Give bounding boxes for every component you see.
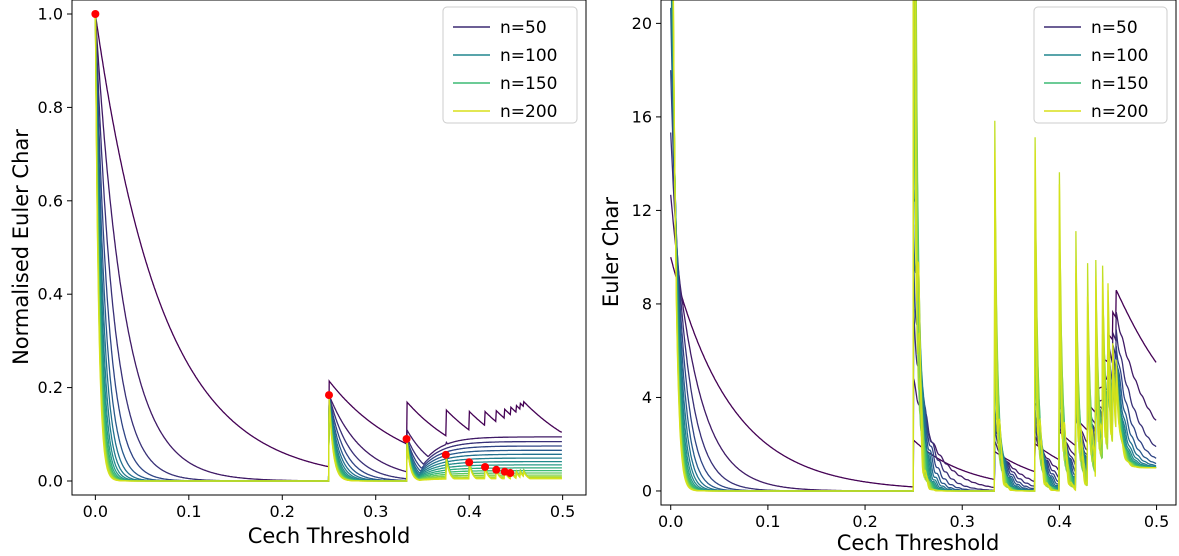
left-y-tick-label: 0.6 <box>38 191 63 210</box>
right-legend-entry: n=200 <box>1091 102 1148 122</box>
left-chart: 0.0 0.1 0.2 0.3 0.4 0.5 0.0 0.2 0.4 0.6 0.8 1.0 Ce… <box>9 0 587 548</box>
right-x-axis-label: Cech Threshold <box>837 531 1000 555</box>
left-red-marker <box>481 462 490 471</box>
left-legend-entry: n=150 <box>500 74 557 94</box>
left-x-tick-label: 0.2 <box>270 502 295 521</box>
right-x-ticks: 0.0 0.1 0.2 0.3 0.4 0.5 <box>658 505 1169 531</box>
left-y-tick-label: 0.4 <box>38 285 63 304</box>
left-x-tick-label: 0.4 <box>456 502 481 521</box>
left-red-marker <box>402 434 411 443</box>
right-series-line <box>672 0 1157 492</box>
left-legend-entry: n=100 <box>500 46 557 66</box>
left-y-tick-label: 0.8 <box>38 98 63 117</box>
right-y-axis-label: Euler Char <box>599 197 623 307</box>
left-x-tick-label: 0.3 <box>363 502 388 521</box>
right-series-group <box>670 0 1157 492</box>
right-x-tick-label: 0.2 <box>852 512 877 531</box>
left-y-tick-label: 0.0 <box>38 471 63 490</box>
left-legend-box <box>442 6 578 124</box>
right-legend-box <box>1033 6 1168 124</box>
left-red-marker <box>465 458 474 467</box>
right-x-tick-label: 0.5 <box>1144 512 1169 531</box>
right-x-tick-label: 0.3 <box>949 512 974 531</box>
left-axes-frame <box>71 0 587 496</box>
left-series-group <box>94 13 562 482</box>
right-y-tick-label: 8 <box>642 294 652 313</box>
right-y-tick-label: 4 <box>642 388 652 407</box>
left-legend-entry: n=200 <box>500 102 557 122</box>
left-legend: n=50 n=100 n=150 n=200 <box>442 6 578 124</box>
right-x-tick-label: 0.4 <box>1047 512 1072 531</box>
left-red-marker <box>492 465 501 474</box>
left-red-marker <box>441 450 450 459</box>
left-y-tick-label: 0.2 <box>38 378 63 397</box>
right-y-tick-label: 16 <box>632 107 652 126</box>
left-legend-entry: n=50 <box>500 18 547 38</box>
left-y-ticks: 0.0 0.2 0.4 0.6 0.8 1.0 <box>38 5 72 490</box>
left-x-tick-label: 0.0 <box>83 502 108 521</box>
left-y-tick-label: 1.0 <box>38 5 63 24</box>
left-red-marker <box>91 10 100 19</box>
right-y-tick-label: 12 <box>632 201 652 220</box>
right-legend-entry: n=100 <box>1091 46 1148 66</box>
right-y-ticks: 0 4 8 12 16 20 <box>632 14 661 500</box>
left-x-ticks: 0.0 0.1 0.2 0.3 0.4 0.5 <box>83 495 575 521</box>
right-axes-frame <box>660 0 1177 506</box>
right-y-tick-label: 0 <box>642 481 652 500</box>
left-markers <box>91 10 515 478</box>
left-x-tick-label: 0.5 <box>550 502 575 521</box>
right-y-tick-label: 20 <box>632 14 652 33</box>
left-x-axis-label: Cech Threshold <box>248 524 411 548</box>
right-legend: n=50 n=100 n=150 n=200 <box>1033 6 1168 124</box>
left-series-line <box>94 13 562 482</box>
right-legend-entry: n=50 <box>1091 18 1138 38</box>
left-x-tick-label: 0.1 <box>176 502 201 521</box>
left-red-marker <box>325 391 333 400</box>
right-x-tick-label: 0.1 <box>755 512 780 531</box>
left-y-axis-label: Normalised Euler Char <box>9 129 33 365</box>
right-chart: 0.0 0.1 0.2 0.3 0.4 0.5 0 4 8 12 16 20 Cech Thresh… <box>599 0 1177 555</box>
right-x-tick-label: 0.0 <box>658 512 683 531</box>
right-legend-entry: n=150 <box>1091 74 1148 94</box>
left-red-marker <box>506 469 515 478</box>
